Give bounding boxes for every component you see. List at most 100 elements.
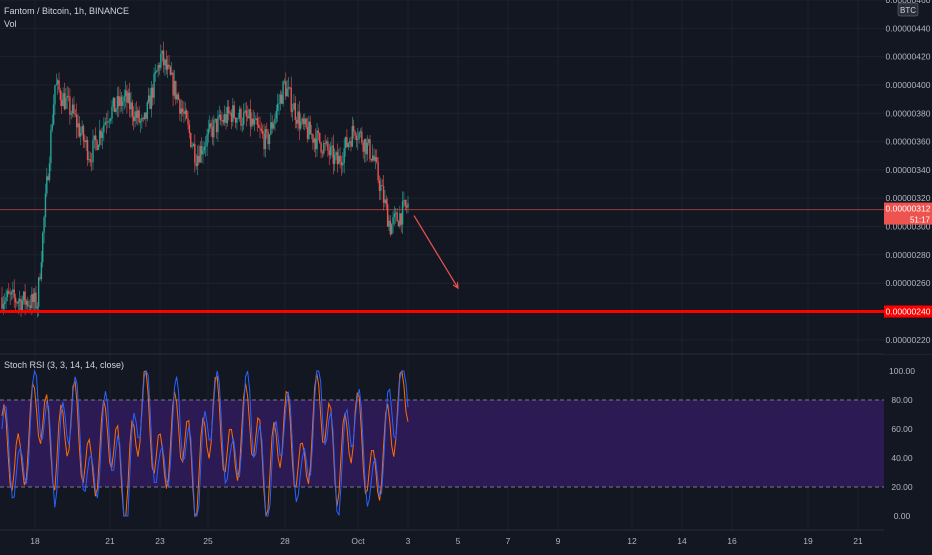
candle-body — [407, 203, 409, 208]
candle-body — [181, 108, 184, 112]
candle-body — [196, 155, 199, 167]
candle-body — [6, 291, 9, 298]
candle-body — [58, 80, 60, 91]
candle-body — [317, 130, 320, 133]
candle-body — [86, 140, 89, 160]
candle-body — [338, 155, 340, 165]
time-axis[interactable]: 18 21 23 25 28 Oct 3 5 7 9 12 14 16 19 21 — [30, 536, 863, 546]
candle-body — [2, 304, 5, 309]
countdown-text: 51:17 — [910, 216, 931, 225]
candle-body — [376, 157, 378, 163]
candle-body — [61, 99, 63, 106]
time-tick-label: 19 — [803, 536, 813, 546]
current-price-text: 0.00000312 — [886, 204, 931, 214]
candle-body — [286, 88, 288, 97]
candle-body — [10, 291, 13, 295]
candle-body — [248, 109, 250, 119]
rsi-axis[interactable]: 100.00 80.00 60.00 40.00 20.00 0.00 — [889, 366, 915, 521]
candle-body — [281, 94, 283, 104]
candle-body — [240, 108, 242, 126]
candle-body — [54, 85, 56, 105]
candle-body — [77, 123, 79, 128]
candle-body — [314, 138, 317, 150]
candle-body — [89, 159, 91, 162]
candle-body — [365, 139, 367, 155]
candle-body — [44, 193, 47, 218]
candle-body — [370, 158, 373, 161]
candle-body — [287, 87, 290, 89]
candle-body — [251, 118, 253, 127]
candle-body — [150, 87, 153, 109]
candle-body — [126, 90, 128, 103]
time-tick-label: 21 — [105, 536, 115, 546]
candle-body — [309, 121, 311, 135]
candle-body — [28, 305, 30, 307]
candle-body — [171, 72, 173, 75]
candle-body — [381, 185, 383, 186]
candle-body — [85, 140, 87, 143]
candle-body — [108, 120, 110, 122]
candle-body — [180, 108, 182, 114]
candle-body — [62, 93, 64, 106]
price-axis-bg[interactable] — [884, 0, 932, 354]
candle-body — [367, 139, 370, 143]
candle-body — [67, 95, 70, 97]
candle-body — [335, 152, 337, 155]
candle-body — [263, 133, 265, 150]
candle-body — [354, 131, 356, 136]
candle-body — [185, 110, 188, 119]
candle-body — [31, 293, 33, 308]
currency-badge[interactable]: BTC — [897, 2, 919, 17]
candle-body — [359, 131, 362, 133]
candle-body — [162, 50, 165, 66]
symbol-title: Fantom / Bitcoin, 1h, BINANCE — [4, 6, 129, 16]
candle-body — [214, 118, 216, 121]
candle-body — [369, 139, 371, 159]
candle-body — [97, 145, 100, 150]
candle-body — [33, 292, 36, 303]
candle-body — [244, 110, 246, 113]
candle-body — [371, 155, 374, 161]
candle-body — [336, 152, 339, 165]
candle-body — [90, 161, 93, 163]
candle-body — [403, 200, 405, 202]
candle-body — [238, 108, 241, 119]
candle-body — [29, 305, 32, 308]
rsi-tick-label: 40.00 — [891, 453, 913, 463]
time-tick-label: 14 — [677, 536, 687, 546]
candle-body — [385, 199, 387, 205]
candle-body — [306, 127, 309, 139]
rsi-tick-label: 20.00 — [891, 482, 913, 492]
candle-body — [70, 113, 72, 115]
candle-body — [291, 109, 294, 112]
candle-body — [8, 291, 10, 294]
candle-body — [27, 300, 29, 307]
candle-body — [188, 124, 191, 133]
rsi-axis-bg[interactable] — [884, 355, 932, 530]
candle-body — [139, 121, 142, 123]
candle-body — [253, 119, 256, 125]
candle-body — [378, 180, 381, 191]
candle-body — [52, 104, 55, 125]
candle-body — [215, 118, 218, 133]
candle-body — [346, 137, 348, 147]
candle-body — [391, 224, 393, 235]
candle-body — [119, 96, 121, 106]
current-price-label: 0.00000312 51:17 — [884, 202, 932, 225]
candle-body — [133, 116, 135, 122]
candles — [1, 41, 409, 318]
candle-body — [204, 146, 207, 147]
candle-body — [146, 102, 148, 119]
candle-body — [320, 142, 322, 153]
candle-body — [35, 292, 37, 309]
candle-body — [138, 110, 140, 123]
candle-body — [109, 118, 112, 121]
candle-body — [310, 134, 313, 135]
candle-body — [46, 176, 48, 194]
projection-arrow[interactable] — [413, 215, 459, 290]
candle-body — [24, 291, 26, 305]
candle-body — [100, 130, 102, 138]
candle-body — [323, 143, 325, 154]
